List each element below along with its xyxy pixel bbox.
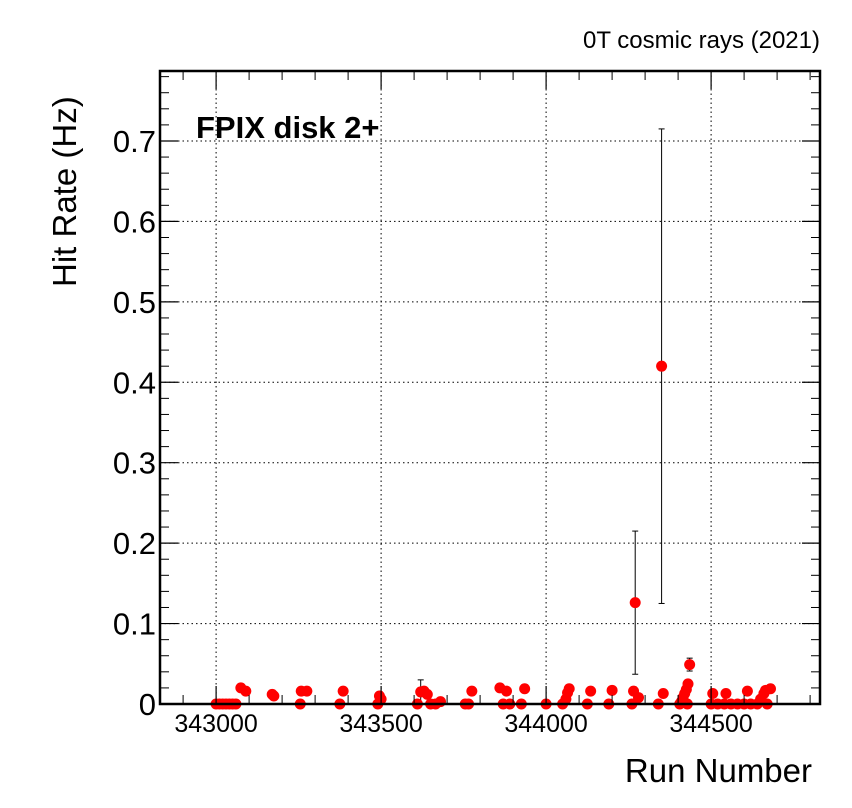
x-tick-label: 343500 xyxy=(339,710,422,738)
y-axis-label: Hit Rate (Hz) xyxy=(46,96,83,287)
data-point xyxy=(656,360,668,372)
y-tick-label: 0 xyxy=(139,687,156,722)
y-tick-label: 0.5 xyxy=(113,285,156,320)
error-bars xyxy=(417,128,693,705)
data-point xyxy=(501,685,512,697)
data-point xyxy=(268,690,280,702)
data-point xyxy=(682,678,694,690)
data-markers xyxy=(210,360,776,710)
data-point xyxy=(684,659,696,671)
data-point xyxy=(301,685,313,697)
y-tick-label: 0.1 xyxy=(113,607,156,642)
data-point xyxy=(741,685,753,697)
x-tick-label: 343000 xyxy=(174,710,257,738)
data-point xyxy=(519,683,531,695)
header-text: 0T cosmic rays (2021) xyxy=(583,27,820,54)
y-tick-label: 0.2 xyxy=(113,526,156,561)
x-tick-label: 344500 xyxy=(669,710,752,738)
data-point xyxy=(720,688,732,700)
data-point xyxy=(707,688,719,700)
x-tick-label: 344000 xyxy=(504,710,587,738)
data-point xyxy=(633,692,644,704)
data-point xyxy=(765,683,776,695)
data-point xyxy=(563,683,575,695)
data-point xyxy=(421,688,433,700)
axis-ticks xyxy=(160,71,820,705)
data-point xyxy=(466,685,478,697)
y-tick-label: 0.4 xyxy=(113,365,156,400)
plot-frame xyxy=(158,69,822,706)
x-tick-labels: 343000 343500 344000 344500 xyxy=(174,710,752,738)
y-tick-label: 0.7 xyxy=(113,124,156,159)
data-point xyxy=(435,696,446,708)
data-point xyxy=(240,685,252,697)
annotation: FPIX disk 2+ xyxy=(196,110,380,145)
data-point xyxy=(585,685,597,697)
x-axis-label: Run Number xyxy=(625,752,812,789)
data-point xyxy=(606,684,618,696)
grid xyxy=(160,71,820,704)
data-point xyxy=(629,597,641,609)
data-point xyxy=(657,688,669,700)
y-tick-label: 0.3 xyxy=(113,446,156,481)
y-tick-labels: 0 0.1 0.2 0.3 0.4 0.5 0.6 0.7 xyxy=(113,124,156,722)
y-tick-label: 0.6 xyxy=(113,204,156,239)
data-point xyxy=(337,685,349,697)
